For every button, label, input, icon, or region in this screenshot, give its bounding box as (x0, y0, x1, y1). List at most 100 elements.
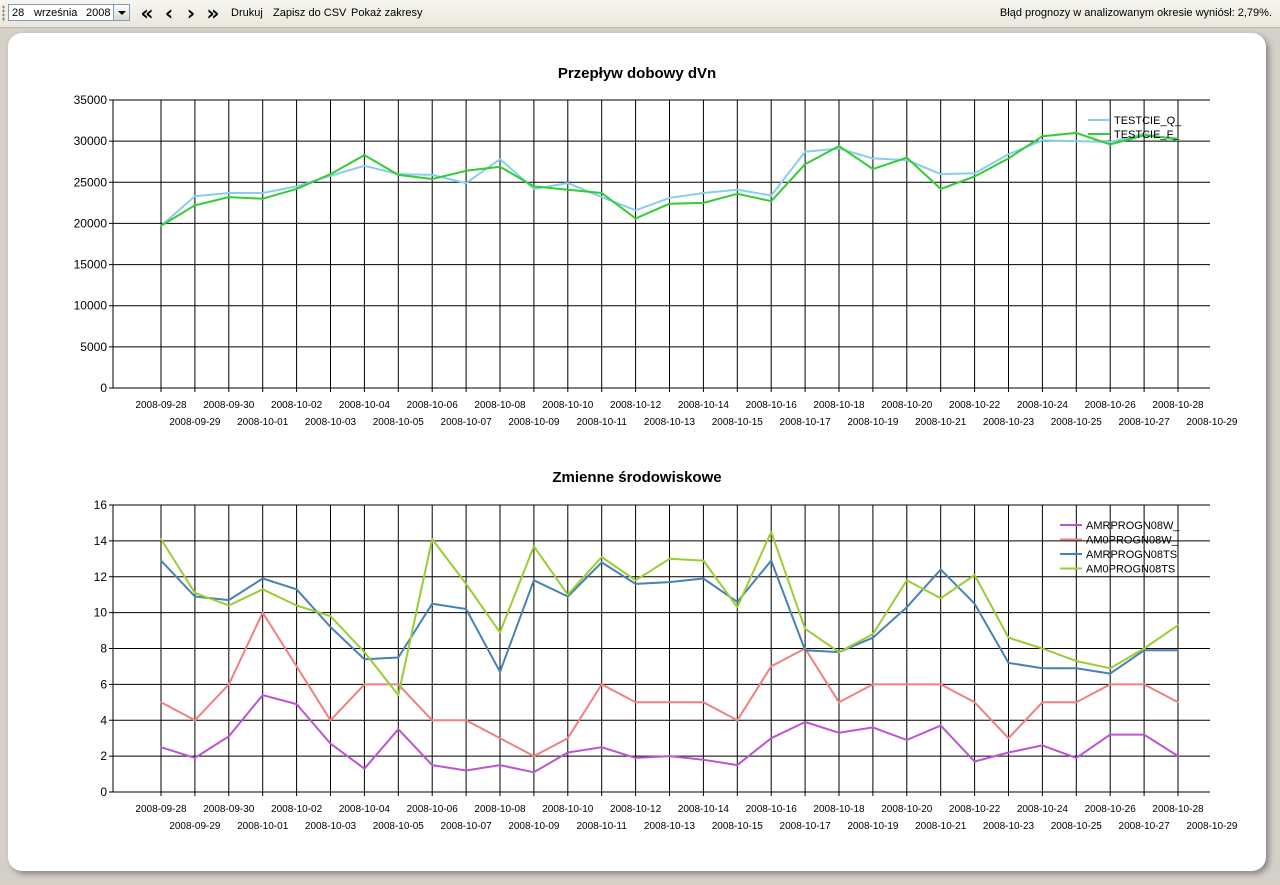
double-chevron-right-icon[interactable]: » (206, 1, 220, 25)
toolbar: 28 września 2008 « ‹ › » Drukuj Zapisz d… (0, 0, 1280, 28)
data-point (261, 197, 264, 200)
data-point (634, 217, 637, 220)
data-point (228, 196, 230, 198)
data-point (397, 656, 400, 659)
x-tick-label: 2008-10-27 (1119, 821, 1171, 832)
data-point (906, 156, 908, 159)
chevron-right-icon[interactable]: › (186, 1, 196, 25)
data-point (567, 188, 569, 191)
x-tick-label: 2008-10-13 (644, 417, 696, 428)
data-point (634, 757, 637, 759)
data-point (1075, 140, 1078, 142)
x-tick-label: 2008-10-14 (678, 804, 730, 815)
chevron-left-icon[interactable]: ‹ (164, 1, 174, 25)
data-point (329, 626, 332, 628)
x-tick-label: 2008-10-06 (407, 804, 459, 815)
date-picker[interactable]: 28 września 2008 (8, 4, 130, 21)
data-point (939, 188, 942, 190)
data-point (1007, 157, 1010, 160)
data-point (261, 611, 264, 614)
data-point (939, 597, 942, 600)
x-tick-label: 2008-10-03 (305, 821, 357, 832)
data-point (804, 163, 806, 165)
x-tick-label: 2008-10-29 (1186, 417, 1238, 428)
data-point (1109, 733, 1111, 736)
data-point (295, 188, 298, 190)
data-point (261, 192, 264, 194)
data-point (736, 719, 739, 722)
charts-canvas: Przepływ dobowy dVn 0 5000 10000 15000 20000 2… (74, 65, 1238, 832)
data-point (634, 579, 637, 582)
data-point (770, 194, 772, 197)
data-point (1075, 701, 1078, 704)
y-tick-label: 25000 (74, 175, 108, 189)
data-point (736, 764, 739, 766)
x-tick-label: 2008-10-04 (339, 400, 391, 411)
x-tick-label: 2008-09-28 (135, 804, 187, 815)
data-point (194, 195, 196, 198)
data-point (465, 608, 467, 610)
data-point (668, 558, 671, 560)
date-month[interactable]: września (34, 6, 78, 19)
data-point (1007, 737, 1010, 739)
double-chevron-left-icon[interactable]: « (140, 1, 154, 25)
x-tick-label: 2008-09-30 (203, 400, 255, 411)
data-point (939, 568, 942, 571)
data-point (160, 225, 162, 227)
x-tick-label: 2008-10-02 (271, 804, 323, 815)
data-point (939, 724, 942, 727)
data-point (973, 172, 976, 175)
forecast-error-status: Błąd prognozy w analizowanym okresie wyn… (999, 7, 1272, 19)
x-tick-label: 2008-10-21 (915, 821, 967, 832)
data-point (872, 168, 874, 170)
x-tick-label: 2008-10-01 (237, 417, 289, 428)
x-tick-label: 2008-10-10 (542, 804, 594, 815)
show-ranges-button[interactable]: Pokaż zakresy (351, 7, 423, 19)
data-point (600, 561, 603, 564)
data-point (1041, 701, 1044, 704)
y-tick-label: 12 (94, 570, 108, 584)
x-tick-label: 2008-10-27 (1119, 417, 1171, 428)
data-point (770, 200, 772, 203)
chart-title: Zmienne środowiskowe (552, 469, 721, 486)
x-tick-label: 2008-10-12 (610, 804, 662, 815)
data-point (567, 182, 569, 184)
charts-panel: Przepływ dobowy dVn 0 5000 10000 15000 20000 2… (8, 33, 1266, 871)
data-point (499, 631, 501, 634)
y-tick-label: 8 (100, 642, 107, 656)
data-point (160, 559, 162, 562)
data-point (431, 602, 434, 605)
data-point (973, 602, 976, 605)
data-point (1177, 624, 1179, 626)
data-point (1177, 701, 1179, 704)
toolbar-grip[interactable] (2, 5, 5, 22)
data-point (770, 559, 772, 562)
save-csv-button[interactable]: Zapisz do CSV (273, 7, 347, 19)
data-point (634, 583, 637, 585)
data-point (804, 721, 806, 723)
x-tick-label: 2008-10-18 (813, 804, 865, 815)
x-tick-label: 2008-10-18 (813, 400, 865, 411)
date-year[interactable]: 2008 (86, 6, 111, 19)
y-tick-label: 0 (100, 785, 107, 799)
data-point (600, 556, 603, 558)
date-day[interactable]: 28 (12, 6, 25, 19)
data-point (668, 197, 671, 199)
legend-label: AM0PROGN08TS (1086, 564, 1175, 576)
data-point (906, 606, 908, 609)
data-point (973, 760, 976, 763)
data-point (1041, 667, 1044, 670)
data-point (397, 694, 400, 696)
data-point (600, 196, 603, 198)
triangle-down-icon[interactable] (113, 5, 129, 20)
print-button[interactable]: Drukuj (231, 7, 263, 19)
data-point (939, 683, 942, 686)
data-point (363, 658, 366, 661)
data-point (363, 767, 366, 770)
data-point (973, 175, 976, 178)
x-tick-label: 2008-10-05 (373, 417, 425, 428)
x-tick-label: 2008-10-11 (576, 417, 627, 428)
data-point (295, 604, 298, 607)
x-tick-label: 2008-10-21 (915, 417, 967, 428)
x-tick-label: 2008-10-09 (508, 417, 560, 428)
